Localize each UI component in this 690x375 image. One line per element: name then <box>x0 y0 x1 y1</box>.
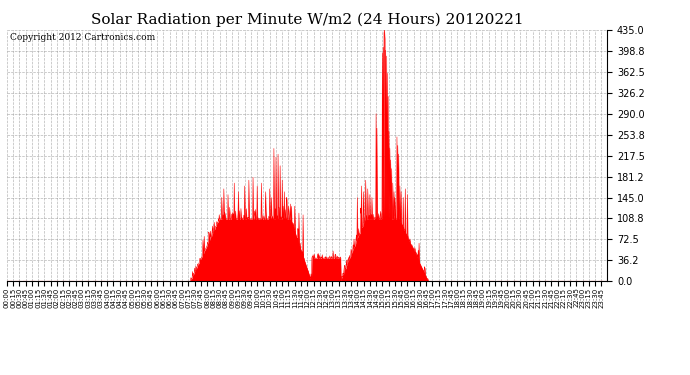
Text: Copyright 2012 Cartronics.com: Copyright 2012 Cartronics.com <box>10 33 155 42</box>
Title: Solar Radiation per Minute W/m2 (24 Hours) 20120221: Solar Radiation per Minute W/m2 (24 Hour… <box>91 13 523 27</box>
